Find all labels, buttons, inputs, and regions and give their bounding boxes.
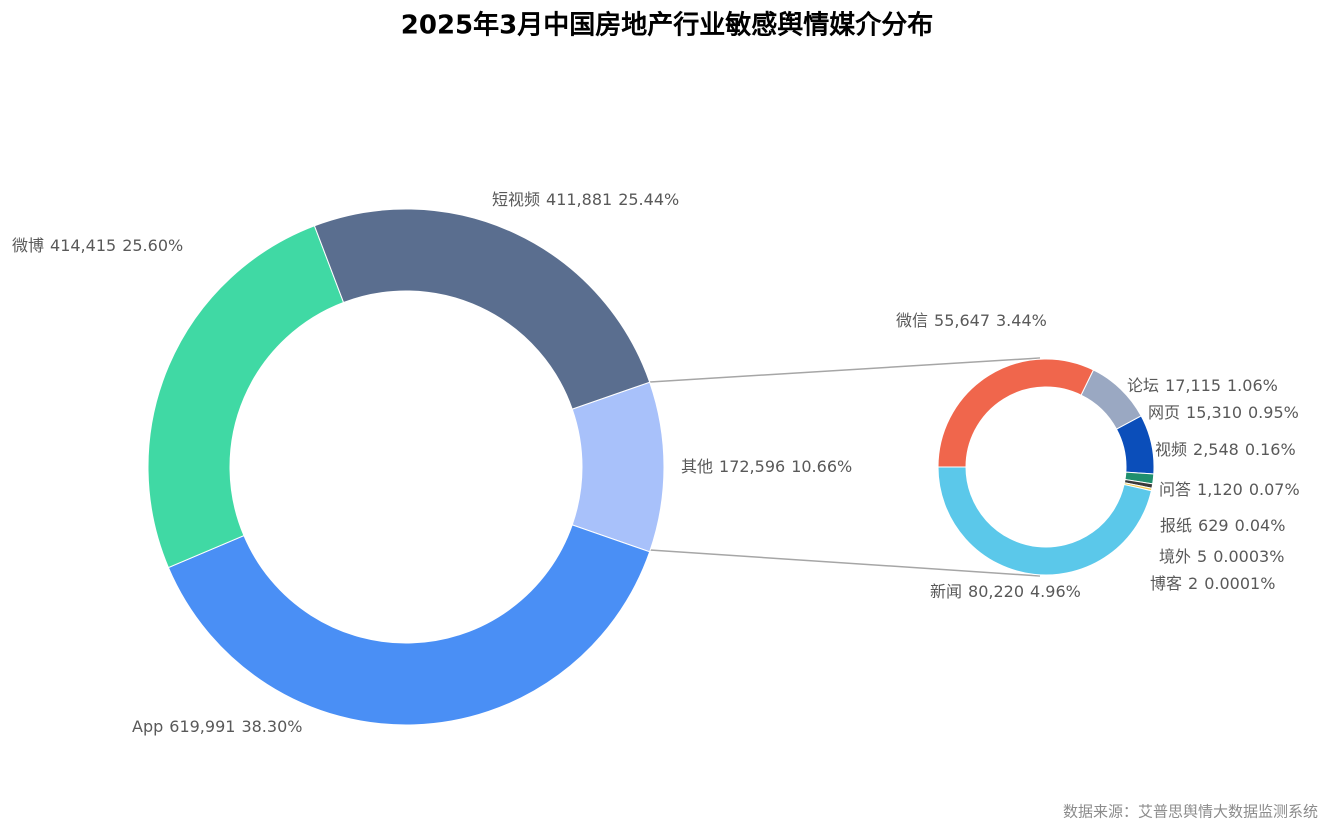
value-label: 414,415 bbox=[50, 236, 116, 255]
percent-label: 4.96% bbox=[1030, 582, 1081, 601]
percent-label: 0.95% bbox=[1248, 403, 1299, 422]
percent-label: 3.44% bbox=[996, 311, 1047, 330]
value-label: 2 bbox=[1188, 574, 1198, 593]
slice-label: 短视频 411,881 25.44% bbox=[492, 190, 679, 209]
category-name: 论坛 bbox=[1127, 376, 1159, 395]
chart-title: 2025年3月中国房地产行业敏感舆情媒介分布 bbox=[401, 10, 933, 41]
slice-label: 微博 414,415 25.60% bbox=[12, 236, 183, 255]
value-label: 5 bbox=[1197, 547, 1207, 566]
percent-label: 0.07% bbox=[1249, 480, 1300, 499]
category-name: 视频 bbox=[1155, 440, 1187, 459]
slice-label: 论坛 17,115 1.06% bbox=[1127, 376, 1278, 395]
slice-label: 网页 15,310 0.95% bbox=[1148, 403, 1299, 422]
slice-label: 问答 1,120 0.07% bbox=[1159, 480, 1300, 499]
value-label: 619,991 bbox=[169, 717, 235, 736]
source-note: 数据来源：艾普思舆情大数据监测系统 bbox=[1063, 803, 1318, 821]
percent-label: 0.0001% bbox=[1204, 574, 1275, 593]
category-name: 新闻 bbox=[930, 582, 962, 601]
percent-label: 0.16% bbox=[1245, 440, 1296, 459]
percent-label: 10.66% bbox=[791, 457, 852, 476]
value-label: 172,596 bbox=[719, 457, 785, 476]
category-name: App bbox=[132, 717, 163, 736]
pie-slice bbox=[147, 225, 345, 569]
value-label: 1,120 bbox=[1197, 480, 1243, 499]
value-label: 411,881 bbox=[546, 190, 612, 209]
pie-slice bbox=[937, 358, 1095, 468]
percent-label: 0.04% bbox=[1235, 516, 1286, 535]
category-name: 境外 bbox=[1159, 547, 1191, 566]
connector-line bbox=[649, 549, 1041, 577]
pie-slice bbox=[313, 208, 651, 410]
value-label: 17,115 bbox=[1165, 376, 1221, 395]
category-name: 微信 bbox=[896, 311, 928, 330]
slice-label: App 619,991 38.30% bbox=[132, 717, 302, 736]
percent-label: 25.44% bbox=[618, 190, 679, 209]
category-name: 问答 bbox=[1159, 480, 1191, 499]
value-label: 629 bbox=[1198, 516, 1229, 535]
category-name: 博客 bbox=[1150, 574, 1182, 593]
category-name: 短视频 bbox=[492, 190, 540, 209]
category-name: 网页 bbox=[1148, 403, 1180, 422]
pie-slice bbox=[167, 524, 651, 726]
connector-line bbox=[649, 357, 1041, 383]
pie-slice bbox=[571, 381, 665, 553]
value-label: 2,548 bbox=[1193, 440, 1239, 459]
slice-label: 博客 2 0.0001% bbox=[1150, 574, 1275, 593]
slice-label: 视频 2,548 0.16% bbox=[1155, 440, 1296, 459]
percent-label: 1.06% bbox=[1227, 376, 1278, 395]
value-label: 15,310 bbox=[1186, 403, 1242, 422]
percent-label: 0.0003% bbox=[1213, 547, 1284, 566]
category-name: 报纸 bbox=[1160, 516, 1192, 535]
category-name: 其他 bbox=[681, 457, 713, 476]
percent-label: 38.30% bbox=[241, 717, 302, 736]
slice-label: 其他 172,596 10.66% bbox=[681, 457, 852, 476]
value-label: 55,647 bbox=[934, 311, 990, 330]
slice-label: 微信 55,647 3.44% bbox=[896, 311, 1047, 330]
slice-label: 报纸 629 0.04% bbox=[1160, 516, 1285, 535]
percent-label: 25.60% bbox=[122, 236, 183, 255]
pie-slice bbox=[937, 466, 1152, 576]
slice-label: 境外 5 0.0003% bbox=[1159, 547, 1284, 566]
category-name: 微博 bbox=[12, 236, 44, 255]
value-label: 80,220 bbox=[968, 582, 1024, 601]
slice-label: 新闻 80,220 4.96% bbox=[930, 582, 1081, 601]
